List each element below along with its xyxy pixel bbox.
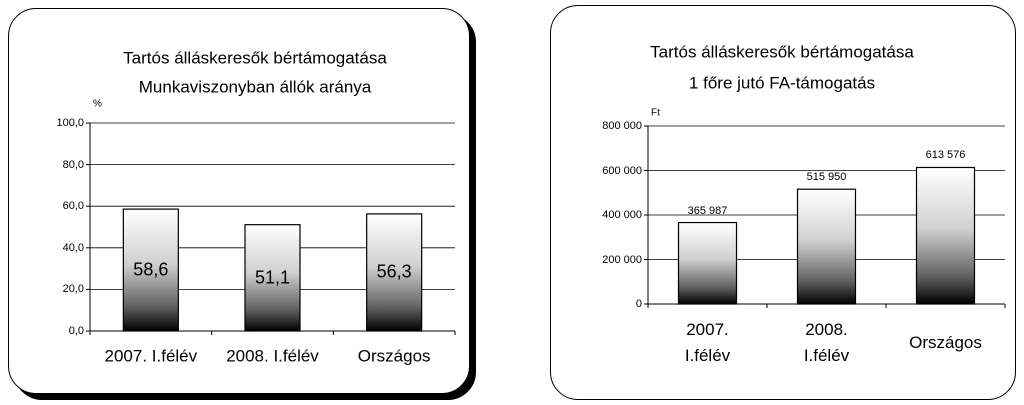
x-tick-label: 2007. I.félév <box>684 320 731 365</box>
y-tick-label: 200 000 <box>602 253 642 266</box>
x-tick-label: 2008. I.félév <box>226 346 319 366</box>
y-tick-label: 600 000 <box>602 164 642 177</box>
y-tick-label: 800 000 <box>602 119 642 132</box>
y-tick-label: 40,0 <box>62 241 84 254</box>
data-label: 58,6 <box>133 259 169 280</box>
bar <box>915 166 976 305</box>
y-unit: Ft <box>651 107 660 119</box>
chart-subtitle: 1 főre jutó FA-támogatás <box>688 73 876 93</box>
x-tick-label: 2007. I.félév <box>104 346 198 366</box>
x-tick-label: Országos <box>357 346 431 366</box>
bar <box>366 213 423 332</box>
bar <box>244 224 301 332</box>
y-tick-label: 100,0 <box>56 116 84 129</box>
y-tick-label: 0 <box>635 297 642 310</box>
y-tick-label: 400 000 <box>602 208 642 221</box>
y-tick-label: 20,0 <box>62 283 84 296</box>
chart-title: Tartós álláskeresők bértámogatása <box>650 42 914 62</box>
x-tick-label: Országos <box>909 333 982 352</box>
bar <box>796 188 857 305</box>
data-label: 515 950 <box>806 170 847 183</box>
y-tick-label: 60,0 <box>62 199 84 212</box>
bar <box>122 208 179 332</box>
x-tick-label: 2008. I.félév <box>803 320 850 365</box>
data-label: 365 987 <box>687 204 728 217</box>
bar <box>677 221 738 305</box>
y-unit: % <box>93 98 102 110</box>
data-label: 56,3 <box>376 261 412 282</box>
chart-title: Tartós álláskeresők bértámogatása <box>123 48 387 68</box>
chart-subtitle: Munkaviszonyban állók aránya <box>138 77 372 97</box>
data-label: 51,1 <box>254 267 291 288</box>
data-label: 613 576 <box>925 149 966 162</box>
y-tick-label: 0,0 <box>68 324 84 337</box>
y-tick-label: 80,0 <box>62 158 84 171</box>
